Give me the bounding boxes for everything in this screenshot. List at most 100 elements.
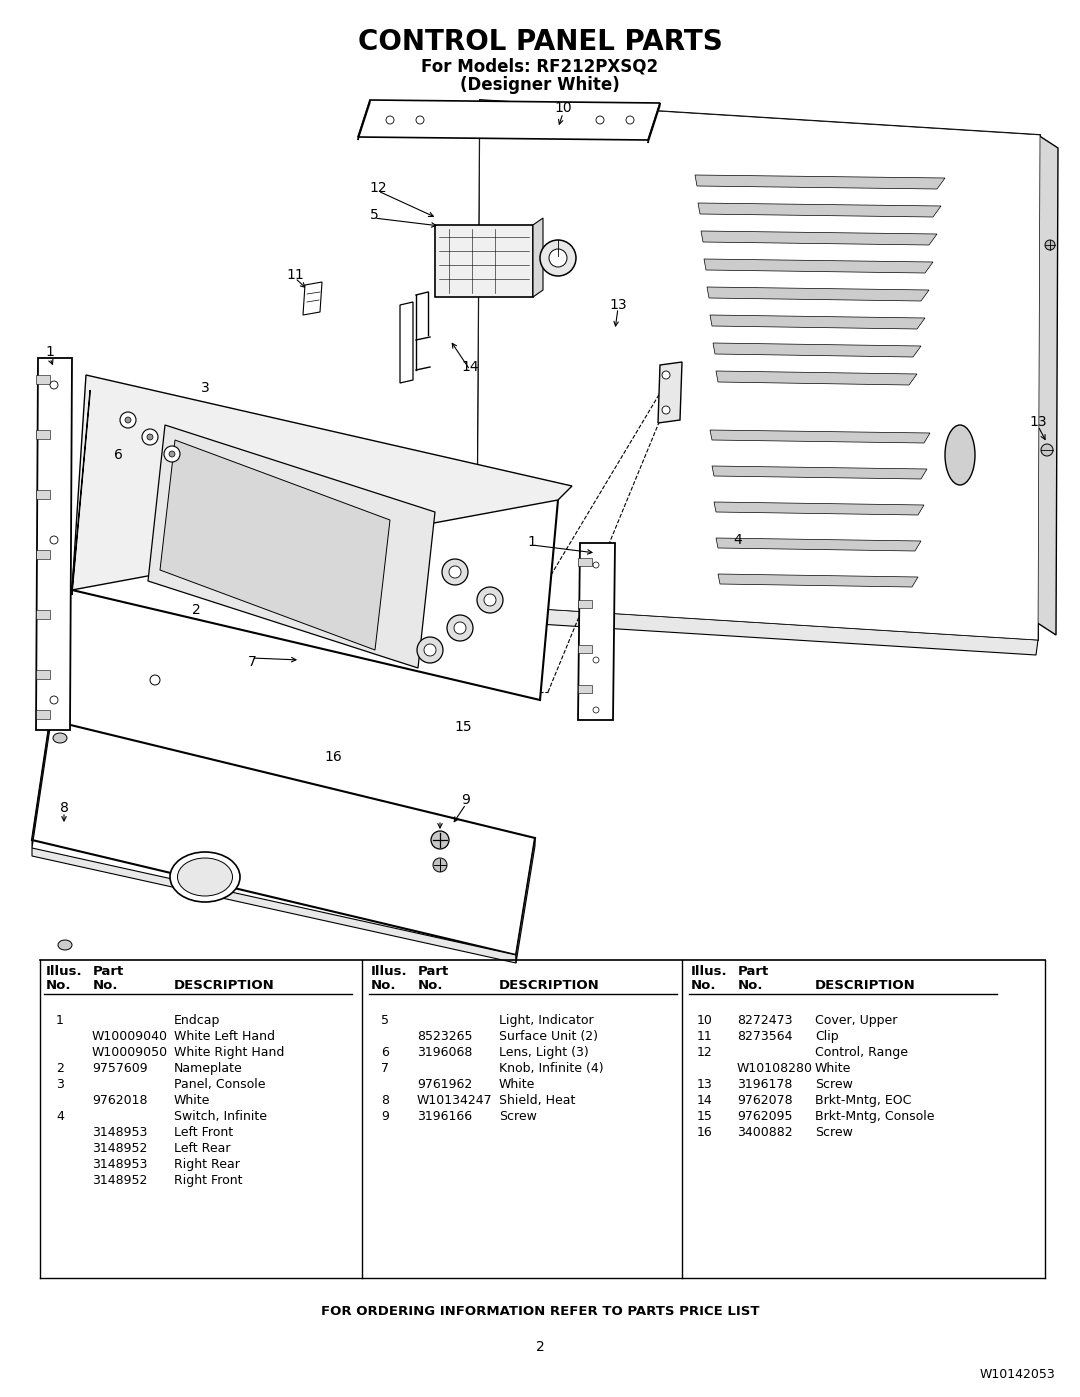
Text: Illus.: Illus. — [691, 965, 728, 978]
Polygon shape — [32, 719, 50, 848]
Text: Panel, Console: Panel, Console — [174, 1078, 266, 1091]
Text: 8272473: 8272473 — [737, 1014, 793, 1027]
Circle shape — [1045, 240, 1055, 250]
Text: 2: 2 — [56, 1062, 64, 1076]
Polygon shape — [704, 258, 933, 272]
Text: Shield, Heat: Shield, Heat — [499, 1094, 576, 1106]
Text: Left Rear: Left Rear — [174, 1141, 230, 1155]
Polygon shape — [400, 302, 413, 383]
Circle shape — [447, 615, 473, 641]
Text: Illus.: Illus. — [372, 965, 407, 978]
Text: Control, Range: Control, Range — [815, 1046, 908, 1059]
Text: 9762078: 9762078 — [737, 1094, 793, 1106]
Circle shape — [593, 707, 599, 712]
Polygon shape — [707, 286, 929, 300]
Polygon shape — [36, 490, 50, 499]
Text: White Left Hand: White Left Hand — [174, 1030, 275, 1044]
Text: 13: 13 — [609, 298, 626, 312]
Text: 8523265: 8523265 — [417, 1030, 473, 1044]
Circle shape — [442, 559, 468, 585]
Polygon shape — [36, 671, 50, 679]
Text: W10009040: W10009040 — [92, 1030, 168, 1044]
Text: 8: 8 — [381, 1094, 389, 1106]
Circle shape — [424, 644, 436, 657]
Text: 3: 3 — [201, 381, 210, 395]
Text: Right Front: Right Front — [174, 1173, 243, 1187]
Polygon shape — [648, 103, 660, 142]
Polygon shape — [160, 440, 390, 650]
Text: 16: 16 — [697, 1126, 713, 1139]
Circle shape — [141, 429, 158, 446]
Polygon shape — [1036, 136, 1058, 636]
Circle shape — [549, 249, 567, 267]
Text: White: White — [174, 1094, 211, 1106]
Ellipse shape — [177, 858, 232, 895]
Text: 5: 5 — [369, 208, 378, 222]
Polygon shape — [516, 838, 535, 963]
Circle shape — [150, 675, 160, 685]
Polygon shape — [578, 557, 592, 566]
Circle shape — [662, 372, 670, 379]
Text: 1: 1 — [56, 1014, 64, 1027]
Polygon shape — [357, 101, 660, 140]
Text: 3196068: 3196068 — [417, 1046, 472, 1059]
Circle shape — [540, 240, 576, 277]
Text: 4: 4 — [733, 534, 742, 548]
Text: Part: Part — [738, 965, 769, 978]
Polygon shape — [36, 550, 50, 559]
Text: Surface Unit (2): Surface Unit (2) — [499, 1030, 598, 1044]
Circle shape — [662, 407, 670, 414]
Circle shape — [593, 562, 599, 569]
Text: 3400882: 3400882 — [737, 1126, 793, 1139]
Circle shape — [125, 416, 131, 423]
Text: (Designer White): (Designer White) — [460, 75, 620, 94]
Text: 3148953: 3148953 — [92, 1158, 147, 1171]
Text: 13: 13 — [1029, 415, 1047, 429]
Polygon shape — [578, 543, 615, 719]
Text: 10: 10 — [554, 101, 571, 115]
Text: Screw: Screw — [815, 1078, 853, 1091]
Circle shape — [50, 381, 58, 388]
Text: Cover, Upper: Cover, Upper — [815, 1014, 897, 1027]
Polygon shape — [477, 101, 1040, 640]
Text: W10108280: W10108280 — [737, 1062, 813, 1076]
Text: 14: 14 — [461, 360, 478, 374]
Circle shape — [386, 116, 394, 124]
Polygon shape — [578, 685, 592, 693]
Text: No.: No. — [372, 979, 396, 992]
Text: No.: No. — [46, 979, 71, 992]
Polygon shape — [72, 374, 572, 590]
Text: Brkt-Mntg, Console: Brkt-Mntg, Console — [815, 1111, 934, 1123]
Polygon shape — [710, 430, 930, 443]
Text: 7: 7 — [247, 655, 256, 669]
Text: FOR ORDERING INFORMATION REFER TO PARTS PRICE LIST: FOR ORDERING INFORMATION REFER TO PARTS … — [321, 1305, 759, 1317]
Polygon shape — [477, 101, 1040, 640]
Circle shape — [433, 858, 447, 872]
Text: 12: 12 — [369, 182, 387, 196]
Text: 12: 12 — [697, 1046, 713, 1059]
Circle shape — [449, 566, 461, 578]
Text: 9762095: 9762095 — [737, 1111, 793, 1123]
Polygon shape — [712, 467, 927, 479]
Text: 8273564: 8273564 — [737, 1030, 793, 1044]
Text: 3196178: 3196178 — [737, 1078, 793, 1091]
Text: Nameplate: Nameplate — [174, 1062, 243, 1076]
Text: Endcap: Endcap — [174, 1014, 220, 1027]
Text: Light, Indicator: Light, Indicator — [499, 1014, 594, 1027]
Ellipse shape — [945, 425, 975, 485]
Text: Part: Part — [418, 965, 449, 978]
Text: 9757609: 9757609 — [92, 1062, 148, 1076]
Circle shape — [626, 116, 634, 124]
Polygon shape — [713, 344, 921, 358]
Circle shape — [431, 831, 449, 849]
Text: 11: 11 — [286, 268, 303, 282]
Polygon shape — [710, 314, 924, 330]
Text: 13: 13 — [697, 1078, 713, 1091]
Circle shape — [120, 412, 136, 427]
Text: Screw: Screw — [815, 1126, 853, 1139]
Text: 11: 11 — [697, 1030, 713, 1044]
Text: White Right Hand: White Right Hand — [174, 1046, 284, 1059]
Text: W10134247: W10134247 — [417, 1094, 492, 1106]
Polygon shape — [36, 430, 50, 439]
Text: 1: 1 — [527, 535, 537, 549]
